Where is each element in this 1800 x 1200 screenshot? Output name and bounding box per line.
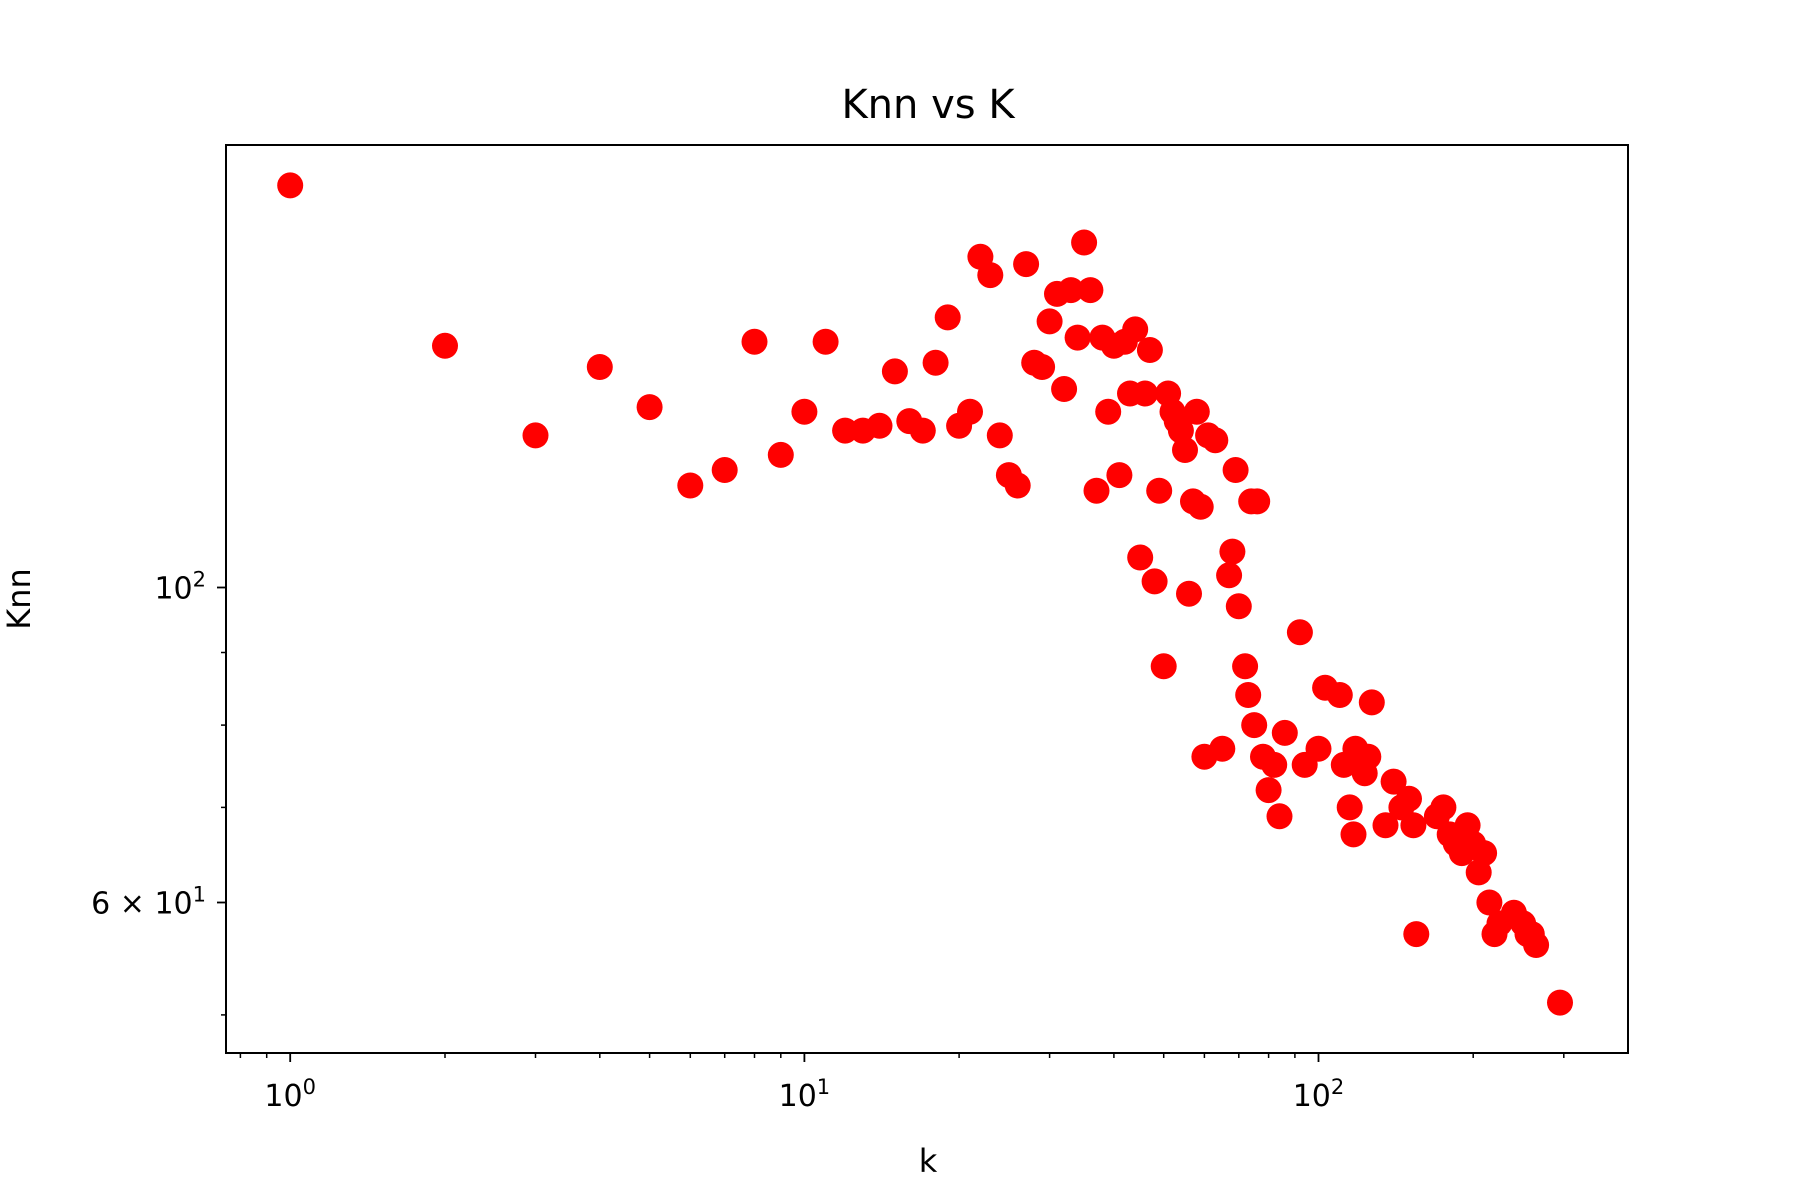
- data-point: [1355, 743, 1382, 770]
- data-point: [586, 354, 613, 380]
- x-tick-label: 100: [264, 1075, 316, 1114]
- data-point: [1132, 380, 1159, 407]
- data-point: [1305, 735, 1332, 762]
- data-point: [977, 262, 1004, 289]
- data-point: [1167, 417, 1194, 444]
- data-point: [791, 398, 818, 425]
- data-point: [1244, 488, 1271, 515]
- data-point: [1372, 812, 1399, 839]
- data-point: [1358, 689, 1385, 716]
- data-point: [1266, 803, 1293, 830]
- data-point: [1400, 812, 1427, 839]
- data-point: [1202, 427, 1229, 454]
- data-point: [1083, 477, 1110, 504]
- y-tick-label: 102: [154, 568, 206, 607]
- data-point: [1326, 682, 1353, 708]
- data-point: [1106, 462, 1133, 489]
- data-point: [636, 394, 663, 421]
- data-point: [1077, 277, 1104, 304]
- chart-title: Knn vs K: [841, 82, 1016, 128]
- data-point: [1235, 682, 1262, 708]
- data-point: [812, 328, 839, 355]
- plot-frame: [225, 144, 1629, 1054]
- data-point: [1057, 277, 1084, 304]
- data-point: [1255, 777, 1282, 804]
- data-point: [881, 358, 908, 385]
- data-point: [1127, 544, 1154, 571]
- data-point: [1122, 316, 1149, 343]
- data-point: [1136, 337, 1163, 363]
- x-axis-ticks: 100 101 102: [239, 1053, 1565, 1114]
- data-point: [432, 332, 458, 359]
- data-point: [1222, 457, 1249, 483]
- data-point: [1286, 619, 1313, 646]
- data-point: [1261, 751, 1288, 778]
- data-point: [1150, 653, 1177, 680]
- data-point: [1216, 562, 1243, 589]
- data-point: [1547, 989, 1573, 1016]
- data-point: [1051, 376, 1078, 402]
- data-point: [1471, 840, 1498, 867]
- data-point: [767, 441, 794, 468]
- data-point: [1241, 712, 1268, 739]
- data-point: [1336, 794, 1363, 821]
- data-point: [1209, 735, 1236, 762]
- data-point: [1232, 653, 1259, 680]
- data-point: [909, 417, 936, 444]
- data-point: [1271, 719, 1298, 746]
- data-point: [522, 422, 549, 449]
- data-point: [1095, 398, 1122, 425]
- data-point: [1476, 889, 1503, 916]
- data-point: [1430, 794, 1457, 821]
- data-point: [832, 417, 859, 444]
- data-point: [1176, 580, 1202, 607]
- y-tick-label: 6 × 101: [91, 883, 206, 922]
- data-point: [1523, 932, 1550, 958]
- data-point: [934, 304, 961, 331]
- data-point: [1064, 324, 1091, 351]
- x-tick-label: 102: [1293, 1075, 1345, 1114]
- data-point: [1225, 593, 1252, 620]
- data-point: [1172, 437, 1198, 463]
- data-point: [1219, 538, 1246, 565]
- data-point: [1013, 251, 1040, 278]
- data-point: [1340, 821, 1367, 848]
- data-point: [957, 398, 983, 425]
- data-point: [741, 328, 768, 355]
- data-point: [1380, 768, 1407, 795]
- data-point: [1036, 308, 1063, 335]
- data-point: [866, 412, 893, 439]
- data-point: [1396, 785, 1422, 812]
- data-point: [1141, 568, 1168, 595]
- data-point: [986, 422, 1013, 449]
- data-point: [1004, 472, 1031, 499]
- data-point: [677, 472, 704, 499]
- y-axis-label: Knn: [0, 568, 38, 630]
- data-point: [922, 349, 949, 376]
- data-point: [1146, 477, 1173, 504]
- data-point: [277, 172, 304, 199]
- data-point: [1029, 354, 1056, 380]
- data-point: [1403, 921, 1430, 948]
- data-point: [1183, 398, 1210, 425]
- data-point: [711, 457, 738, 483]
- data-point: [1187, 493, 1214, 520]
- data-point: [1071, 229, 1098, 256]
- x-tick-label: 101: [779, 1075, 831, 1114]
- data-points: [277, 172, 1573, 1016]
- y-axis-ticks: 102 6 × 101: [91, 568, 226, 1016]
- x-axis-label: k: [919, 1142, 938, 1180]
